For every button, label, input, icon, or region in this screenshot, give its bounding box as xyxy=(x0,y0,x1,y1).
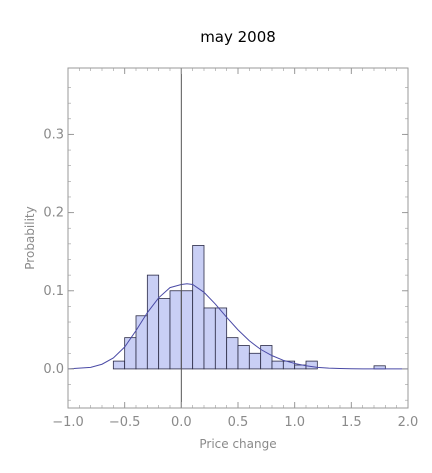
histogram-bar-4 xyxy=(158,298,171,370)
histogram-bar-3 xyxy=(146,274,160,370)
y-tick-label-0: 0.0 xyxy=(43,362,64,377)
bars-group xyxy=(112,245,386,370)
histogram-bar-11 xyxy=(237,345,250,370)
histogram-bar-7 xyxy=(192,245,205,370)
histogram-bar-17 xyxy=(305,360,318,370)
histogram-bar-13 xyxy=(260,345,273,370)
histogram-bar-0 xyxy=(112,360,126,370)
x-axis-label: Price change xyxy=(199,437,276,451)
histogram-bar-14 xyxy=(271,360,284,370)
x-tick-label-0: −1.0 xyxy=(52,415,84,430)
histogram-bar-12 xyxy=(248,352,262,370)
x-tick-label-2: 0.0 xyxy=(171,415,192,430)
histogram-bar-2 xyxy=(135,315,148,370)
histogram-bar-1 xyxy=(124,337,137,370)
chart-title: may 2008 xyxy=(200,28,276,46)
fit-curve xyxy=(67,283,408,370)
histogram-bar-9 xyxy=(214,307,228,370)
x-tick-label-6: 2.0 xyxy=(398,415,419,430)
histogram-bar-5 xyxy=(169,290,182,370)
x-tick-label-5: 1.5 xyxy=(341,415,362,430)
y-tick-label-3: 0.3 xyxy=(43,127,64,142)
y-ticks-group: 0.0 0.1 0.2 0.3 xyxy=(43,87,408,401)
x-tick-label-3: 0.5 xyxy=(228,415,249,430)
histogram-bar-6 xyxy=(180,290,194,370)
x-ticks-group: −1.0 −0.5 0.0 0.5 1.0 1.5 2.0 xyxy=(52,68,418,430)
x-tick-label-4: 1.0 xyxy=(284,415,305,430)
y-tick-label-1: 0.1 xyxy=(43,284,64,299)
histogram-bar-10 xyxy=(226,337,239,370)
histogram-bar-8 xyxy=(203,307,216,370)
y-tick-label-2: 0.2 xyxy=(43,206,64,221)
y-axis-label: Probability xyxy=(23,206,37,269)
x-tick-label-1: −0.5 xyxy=(109,415,141,430)
